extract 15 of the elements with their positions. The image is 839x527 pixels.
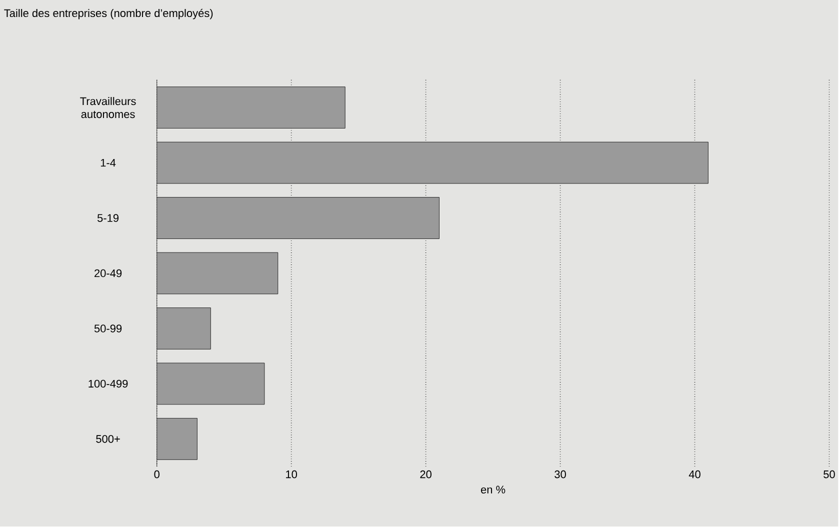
y-tick-label: 20-49 [94, 270, 122, 278]
y-tick-label: 100-499 [88, 380, 128, 388]
x-axis-title: en % [480, 486, 506, 494]
y-tick-label: 50-99 [94, 324, 122, 333]
y-tick-label: Travailleurs autonomes [80, 97, 136, 118]
x-tick-label: 0 [154, 470, 160, 478]
x-tick-label: 20 [420, 470, 432, 478]
y-tick-label: 500+ [96, 435, 120, 444]
y-tick-label: 5-19 [97, 214, 119, 222]
y-tick-label: 1-4 [100, 159, 116, 167]
chart-title: Taille des entreprises (nombre d’employés) [4, 9, 213, 20]
x-tick-label: 40 [688, 470, 700, 478]
x-tick-label: 10 [286, 470, 298, 478]
x-tick-label: 30 [554, 470, 566, 478]
x-tick-label: 50 [824, 470, 835, 478]
